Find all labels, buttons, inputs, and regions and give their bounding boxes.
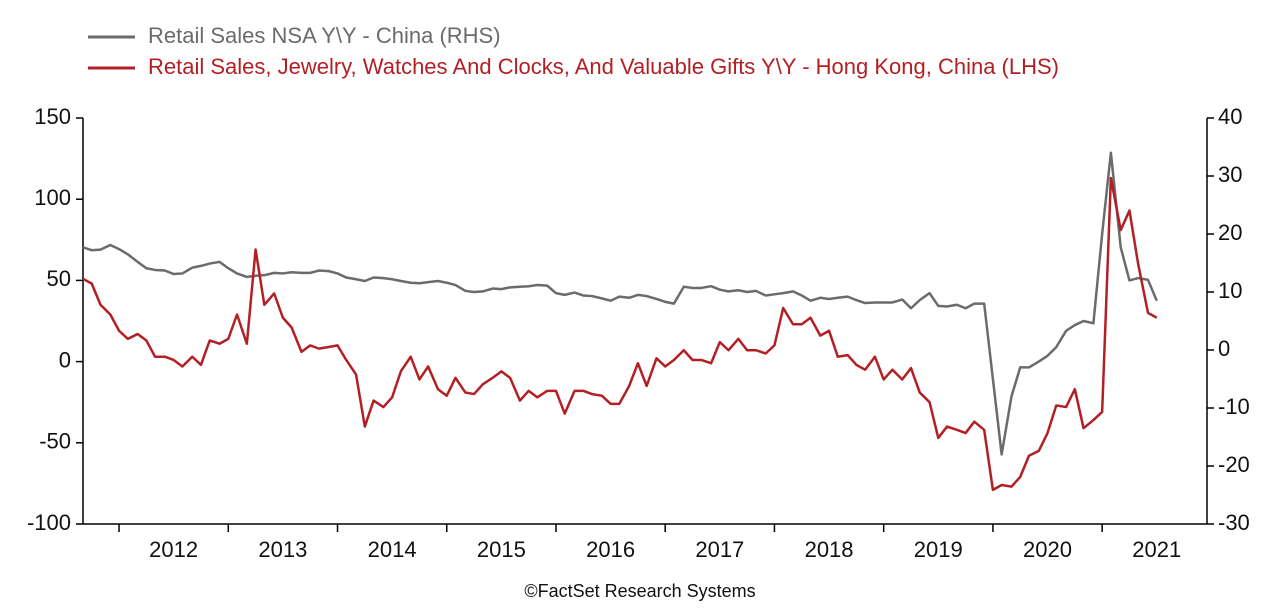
y-tick-label: -100	[27, 510, 71, 535]
x-tick-label: 2017	[695, 537, 744, 562]
y-tick-label: 50	[47, 266, 71, 291]
y-tick-label: 100	[34, 185, 71, 210]
x-tick-label: 2019	[914, 537, 963, 562]
y-tick-label: 150	[34, 104, 71, 129]
y2-tick-label: 10	[1218, 278, 1242, 303]
source: ©FactSet Research Systems	[524, 581, 755, 601]
y2-tick-label: 30	[1218, 162, 1242, 187]
x-tick-label: 2021	[1132, 537, 1181, 562]
y-tick-label: -50	[39, 429, 71, 454]
y2-tick-label: 40	[1218, 104, 1242, 129]
x-tick-label: 2014	[368, 537, 417, 562]
legend-text: Retail Sales, Jewelry, Watches And Clock…	[148, 54, 1059, 79]
series-line	[82, 151, 1158, 456]
y2-tick-label: 0	[1218, 336, 1230, 361]
y2-tick-label: -20	[1218, 452, 1250, 477]
x-tick-label: 2020	[1023, 537, 1072, 562]
series-line	[82, 176, 1158, 492]
x-tick-label: 2016	[586, 537, 635, 562]
x-tick-label: 2015	[477, 537, 526, 562]
x-tick-label: 2013	[258, 537, 307, 562]
y-tick-label: 0	[59, 347, 71, 372]
legend-text: Retail Sales NSA Y\Y - China (RHS)	[148, 23, 501, 48]
y2-tick-label: 20	[1218, 220, 1242, 245]
y2-tick-label: -30	[1218, 510, 1250, 535]
y2-tick-label: -10	[1218, 394, 1250, 419]
x-tick-label: 2012	[149, 537, 198, 562]
x-tick-label: 2018	[805, 537, 854, 562]
